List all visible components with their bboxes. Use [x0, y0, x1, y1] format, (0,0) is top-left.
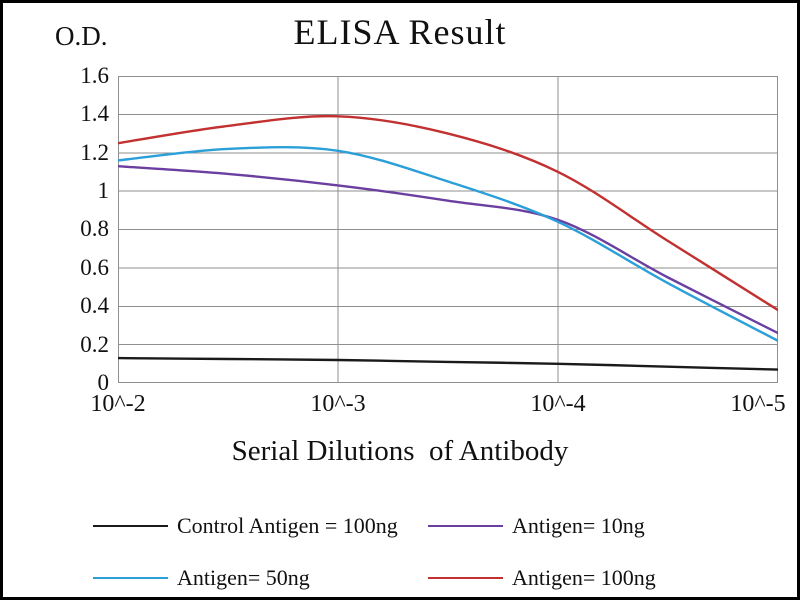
y-tick-1.2: 1.2	[80, 140, 109, 165]
legend-label-antigen-50ng: Antigen= 50ng	[177, 565, 310, 590]
legend-line-antigen-100ng	[428, 577, 503, 579]
legend-item-control: Control Antigen = 100ng	[93, 513, 398, 539]
y-tick-1.0: 1	[97, 178, 110, 203]
y-tick-1.4: 1.4	[80, 101, 109, 126]
y-axis-label: O.D.	[55, 21, 108, 51]
y-tick-0.2: 0.2	[80, 332, 109, 357]
legend-line-antigen-50ng	[93, 577, 168, 579]
legend-item-antigen-100ng: Antigen= 100ng	[428, 565, 656, 591]
x-tick-10e-4: 10^-4	[530, 391, 586, 417]
x-tick-10e-3: 10^-3	[310, 391, 366, 417]
legend-label-antigen-100ng: Antigen= 100ng	[512, 565, 656, 590]
legend-item-antigen-10ng: Antigen= 10ng	[428, 513, 645, 539]
legend-line-antigen-10ng	[428, 525, 503, 527]
y-tick-1.6: 1.6	[80, 63, 109, 88]
x-tick-10e-5: 10^-5	[730, 391, 786, 417]
legend-label-antigen-10ng: Antigen= 10ng	[512, 513, 645, 538]
x-axis-label: Serial Dilutions of Antibody	[231, 435, 569, 467]
y-tick-0.6: 0.6	[80, 255, 109, 280]
legend-label-control-antigen: Control Antigen = 100ng	[177, 513, 398, 538]
x-tick-10e-2: 10^-2	[90, 391, 146, 417]
elisa-line-chart	[118, 76, 778, 383]
legend-line-control-antigen	[93, 525, 168, 527]
legend-item-antigen-50ng: Antigen= 50ng	[93, 565, 310, 591]
y-tick-0.8: 0.8	[80, 216, 109, 241]
y-tick-0.4: 0.4	[80, 293, 109, 318]
y-tick-0: 0	[97, 370, 110, 395]
chart-title: ELISA Result	[293, 12, 507, 52]
